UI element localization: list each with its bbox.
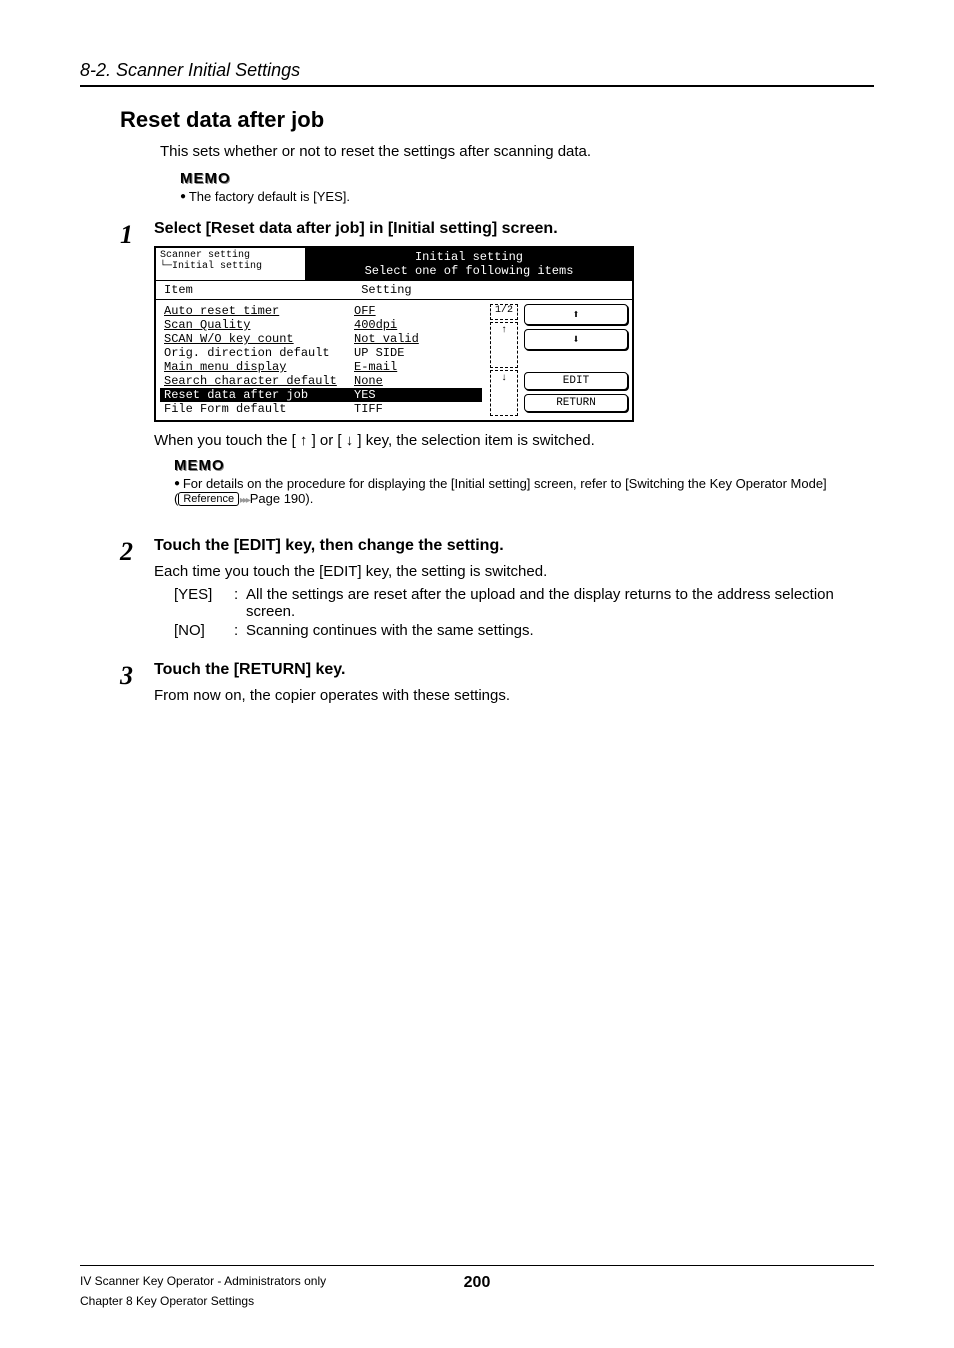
memo-line: For details on the procedure for display… <box>174 476 874 507</box>
footer-sub: Chapter 8 Key Operator Settings <box>80 1294 874 1308</box>
list-item-label: Scan Quality <box>164 318 354 332</box>
memo-label: MEMO <box>174 457 874 474</box>
section-header: 8-2. Scanner Initial Settings <box>80 60 874 81</box>
list-item-value: 400dpi <box>354 318 478 332</box>
option-yes: [YES] : All the settings are reset after… <box>174 586 874 620</box>
section-rule <box>80 85 874 87</box>
list-item[interactable]: Main menu displayE-mail <box>160 360 482 374</box>
list-item-label: File Form default <box>164 402 354 416</box>
list-item[interactable]: File Form defaultTIFF <box>160 402 482 416</box>
panel-title-1: Initial setting <box>310 250 628 264</box>
list-item-label: SCAN W/O key count <box>164 332 354 346</box>
page-number: 200 <box>447 1274 507 1292</box>
breadcrumb-1: Scanner setting <box>160 250 301 261</box>
option-key: [NO] <box>174 622 234 639</box>
settings-list: Auto reset timerOFFScan Quality400dpiSCA… <box>156 300 486 420</box>
scroll-column: 1/2 ↑ ↓ <box>490 304 518 416</box>
memo-line: The factory default is [YES]. <box>180 189 874 204</box>
scroll-up[interactable]: ↑ <box>490 322 518 368</box>
option-colon: : <box>234 586 246 620</box>
col-header-setting: Setting <box>361 283 411 297</box>
memo-text-b: Page 190). <box>250 491 314 506</box>
step-heading: Select [Reset data after job] in [Initia… <box>154 220 874 238</box>
breadcrumb-2: └─Initial setting <box>160 261 301 272</box>
step-number: 2 <box>120 537 154 567</box>
page-footer: IV Scanner Key Operator - Administrators… <box>80 1265 874 1308</box>
panel-title-2: Select one of following items <box>310 264 628 278</box>
reference-dots-icon <box>239 491 250 506</box>
reference-tag: Reference <box>178 492 239 506</box>
step-number: 3 <box>120 661 154 691</box>
page-indicator: 1/2 <box>490 304 518 320</box>
step-line: From now on, the copier operates with th… <box>154 687 874 704</box>
list-item-value: OFF <box>354 304 478 318</box>
intro-text: This sets whether or not to reset the se… <box>160 143 874 160</box>
step-heading: Touch the [EDIT] key, then change the se… <box>154 537 874 555</box>
footer-rule <box>80 1265 874 1266</box>
edit-button[interactable]: EDIT <box>524 372 628 390</box>
option-no: [NO] : Scanning continues with the same … <box>174 622 874 639</box>
list-item-value: TIFF <box>354 402 478 416</box>
footer-left: IV Scanner Key Operator - Administrators… <box>80 1274 447 1292</box>
list-item[interactable]: Orig. direction defaultUP SIDE <box>160 346 482 360</box>
list-item[interactable]: Reset data after jobYES <box>160 388 482 402</box>
memo-text-a: For details on the procedure for display… <box>183 476 827 491</box>
step-line: Each time you touch the [EDIT] key, the … <box>154 563 874 580</box>
list-item[interactable]: SCAN W/O key countNot valid <box>160 332 482 346</box>
list-item-label: Reset data after job <box>164 388 354 402</box>
list-item-value: YES <box>354 388 478 402</box>
list-item[interactable]: Scan Quality400dpi <box>160 318 482 332</box>
step1-after-panel: When you touch the [ ↑ ] or [ ↓ ] key, t… <box>154 432 874 449</box>
page-title: Reset data after job <box>120 107 874 133</box>
return-button[interactable]: RETURN <box>524 394 628 412</box>
col-header-item: Item <box>164 283 354 297</box>
step-heading: Touch the [RETURN] key. <box>154 661 874 679</box>
list-item[interactable]: Search character defaultNone <box>160 374 482 388</box>
memo-block-2: MEMO For details on the procedure for di… <box>174 457 874 507</box>
list-item-value: UP SIDE <box>354 346 478 360</box>
list-item-label: Orig. direction default <box>164 346 354 360</box>
scroll-down[interactable]: ↓ <box>490 370 518 416</box>
list-item-label: Search character default <box>164 374 354 388</box>
nav-down-button[interactable]: ⬇ <box>524 329 628 350</box>
option-colon: : <box>234 622 246 639</box>
option-value: All the settings are reset after the upl… <box>246 586 874 620</box>
list-item-value: E-mail <box>354 360 478 374</box>
option-key: [YES] <box>174 586 234 620</box>
list-item-label: Auto reset timer <box>164 304 354 318</box>
list-item-label: Main menu display <box>164 360 354 374</box>
step-2: 2 Touch the [EDIT] key, then change the … <box>120 537 874 641</box>
nav-up-button[interactable]: ⬆ <box>524 304 628 325</box>
panel-title: Initial setting Select one of following … <box>306 248 632 280</box>
step-number: 1 <box>120 220 154 250</box>
step-3: 3 Touch the [RETURN] key. From now on, t… <box>120 661 874 710</box>
initial-setting-panel: Scanner setting └─Initial setting Initia… <box>154 246 634 422</box>
memo-block-1: MEMO The factory default is [YES]. <box>180 170 874 204</box>
breadcrumb: Scanner setting └─Initial setting <box>156 248 306 280</box>
option-value: Scanning continues with the same setting… <box>246 622 874 639</box>
list-item-value: None <box>354 374 478 388</box>
list-item[interactable]: Auto reset timerOFF <box>160 304 482 318</box>
step-1: 1 Select [Reset data after job] in [Init… <box>120 220 874 523</box>
list-item-value: Not valid <box>354 332 478 346</box>
memo-label: MEMO <box>180 170 874 187</box>
